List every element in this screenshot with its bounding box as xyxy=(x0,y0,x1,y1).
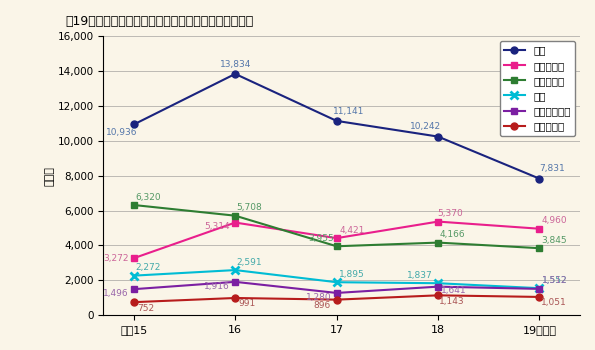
Text: 10,242: 10,242 xyxy=(411,122,441,131)
Legend: 中国, フィリピン, 韓国・朝鮮, タイ, インドネシア, スリランカ: 中国, フィリピン, 韓国・朝鮮, タイ, インドネシア, スリランカ xyxy=(500,41,575,136)
Text: 1,280: 1,280 xyxy=(306,293,331,302)
Text: 1,051: 1,051 xyxy=(541,299,566,307)
Text: 752: 752 xyxy=(137,304,155,313)
Text: 6,320: 6,320 xyxy=(135,193,161,202)
Text: 1,496: 1,496 xyxy=(103,289,129,298)
Text: 2,272: 2,272 xyxy=(135,263,161,272)
Text: 1,837: 1,837 xyxy=(407,271,433,280)
Text: 5,708: 5,708 xyxy=(237,203,262,212)
Text: 13,834: 13,834 xyxy=(220,60,251,69)
Text: 896: 896 xyxy=(314,301,331,310)
Text: 4,960: 4,960 xyxy=(542,216,568,225)
Text: 3,272: 3,272 xyxy=(103,254,129,264)
Text: 1,641: 1,641 xyxy=(441,286,467,295)
Text: 991: 991 xyxy=(239,300,256,308)
Text: 7,831: 7,831 xyxy=(538,164,565,173)
Text: 1,512: 1,512 xyxy=(542,276,568,285)
Text: 11,141: 11,141 xyxy=(333,107,365,116)
Y-axis label: （人）: （人） xyxy=(45,166,55,186)
Text: 4,166: 4,166 xyxy=(440,230,465,239)
Text: 4,421: 4,421 xyxy=(339,226,365,234)
Text: 1,916: 1,916 xyxy=(204,281,230,290)
Text: 3,845: 3,845 xyxy=(541,236,566,245)
Text: 1,143: 1,143 xyxy=(440,297,465,306)
Text: 1,552: 1,552 xyxy=(542,276,568,285)
Text: 図19　主な国籍（出身地）別退去強制令書の発付状況: 図19 主な国籍（出身地）別退去強制令書の発付状況 xyxy=(65,15,253,28)
Text: 2,591: 2,591 xyxy=(237,258,262,267)
Text: 5,314: 5,314 xyxy=(204,222,230,231)
Text: 3,955: 3,955 xyxy=(309,234,334,243)
Text: 5,370: 5,370 xyxy=(437,209,463,218)
Text: 1,895: 1,895 xyxy=(339,270,365,279)
Text: 10,936: 10,936 xyxy=(106,128,137,137)
